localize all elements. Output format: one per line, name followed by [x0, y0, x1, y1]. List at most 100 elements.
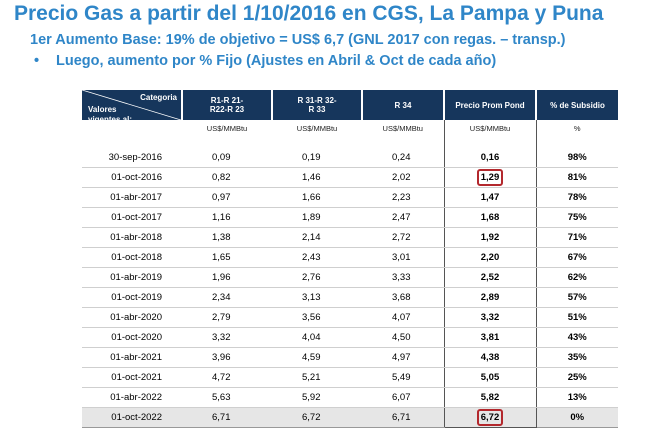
unit-label: US$/MMBtu: [382, 124, 423, 133]
table-row: 01-abr-2020 2,79 3,56 4,07 3,32 51%: [82, 307, 618, 328]
table-row: 01-oct-2017 1,16 1,89 2,47 1,68 75%: [82, 207, 618, 228]
date-cell: 01-abr-2017: [82, 187, 182, 208]
precio-prom-cell: 5,05: [443, 367, 537, 388]
r1-r23-cell: 0,97: [182, 187, 272, 208]
r31-r33-cell: 4,04: [272, 327, 362, 348]
table-row: 01-abr-2018 1,38 2,14 2,72 1,92 71%: [82, 227, 618, 248]
precio-prom-cell: 2,20: [443, 247, 537, 268]
table-row: 01-oct-2019 2,34 3,13 3,68 2,89 57%: [82, 287, 618, 308]
table-row: 01-abr-2017 0,97 1,66 2,23 1,47 78%: [82, 187, 618, 208]
subsidio-cell: 75%: [536, 207, 618, 228]
precio-prom-cell: 6,72: [443, 407, 537, 428]
table-row: 01-oct-2020 3,32 4,04 4,50 3,81 43%: [82, 327, 618, 348]
r1-r23-cell: 0,82: [182, 167, 272, 188]
precio-prom-cell: 3,32: [443, 307, 537, 328]
r34-cell: 3,01: [362, 247, 444, 268]
date-cell: 01-abr-2018: [82, 227, 182, 248]
r1-r23-cell: 1,38: [182, 227, 272, 248]
r31-r33-cell: 1,46: [272, 167, 362, 188]
r1-r23-cell: 6,71: [182, 407, 272, 428]
header-r1-r23: R1-R 21- R22-R 23: [181, 90, 272, 120]
bullet-text: Luego, aumento por % Fijo (Ajustes en Ab…: [56, 53, 497, 69]
precio-prom-cell: 3,81: [443, 327, 537, 348]
subsidio-cell: 71%: [536, 227, 618, 248]
precio-prom-cell: 1,92: [443, 227, 537, 248]
header-precio-prom-pond: Precio Prom Pond: [443, 90, 536, 120]
table-row: 01-oct-2022 6,71 6,72 6,71 6,72 0%: [82, 407, 618, 428]
table-row: 01-abr-2021 3,96 4,59 4,97 4,38 35%: [82, 347, 618, 368]
subsidio-cell: 35%: [536, 347, 618, 368]
r31-r33-cell: 5,21: [272, 367, 362, 388]
precio-prom-cell: 1,29: [443, 167, 537, 188]
r1-r23-cell: 0,09: [182, 148, 272, 168]
table-header-row: Categoria Valores vigentes al: R1-R 21- R2…: [82, 90, 618, 124]
r34-cell: 5,49: [362, 367, 444, 388]
header-subsidio: % de Subsidio: [535, 90, 618, 120]
price-table: Categoria Valores vigentes al: R1-R 21- R2…: [82, 90, 618, 428]
highlighted-value: 1,29: [476, 169, 504, 186]
date-cell: 01-abr-2021: [82, 347, 182, 368]
date-cell: 01-oct-2016: [82, 167, 182, 188]
r34-cell: 2,02: [362, 167, 444, 188]
r31-r33-cell: 1,89: [272, 207, 362, 228]
r1-r23-cell: 1,65: [182, 247, 272, 268]
subsidio-cell: 25%: [536, 367, 618, 388]
subtitle: 1er Aumento Base: 19% de objetivo = US$ …: [30, 32, 566, 48]
subsidio-cell: 62%: [536, 267, 618, 288]
subsidio-cell: 98%: [536, 148, 618, 168]
header-r31-r33: R 31-R 32- R 33: [271, 90, 362, 120]
header-categoria: Categoria: [140, 93, 177, 102]
r1-r23-cell: 1,96: [182, 267, 272, 288]
r34-cell: 6,71: [362, 407, 444, 428]
table-row: 01-abr-2022 5,63 5,92 6,07 5,82 13%: [82, 387, 618, 408]
r34-cell: 4,07: [362, 307, 444, 328]
unit-label: US$/MMBtu: [296, 124, 338, 133]
r34-cell: 2,23: [362, 187, 444, 208]
date-cell: 01-oct-2017: [82, 207, 182, 228]
page-title: Precio Gas a partir del 1/10/2016 en CGS…: [14, 2, 604, 25]
r34-cell: 3,68: [362, 287, 444, 308]
r31-r33-cell: 2,14: [272, 227, 362, 248]
precio-prom-cell: 4,38: [443, 347, 537, 368]
date-cell: 01-oct-2018: [82, 247, 182, 268]
precio-prom-cell: 1,68: [443, 207, 537, 228]
r34-cell: 4,50: [362, 327, 444, 348]
date-cell: 01-oct-2022: [82, 407, 182, 428]
date-cell: 01-oct-2020: [82, 327, 182, 348]
diagonal-divider: [82, 90, 181, 120]
r34-cell: 6,07: [362, 387, 444, 408]
r34-cell: 0,24: [362, 148, 444, 168]
unit-label: %: [573, 124, 581, 133]
subsidio-cell: 51%: [536, 307, 618, 328]
date-cell: 01-abr-2019: [82, 267, 182, 288]
r34-cell: 2,47: [362, 207, 444, 228]
r34-cell: 4,97: [362, 347, 444, 368]
precio-prom-cell: 2,52: [443, 267, 537, 288]
r31-r33-cell: 1,66: [272, 187, 362, 208]
r1-r23-cell: 3,96: [182, 347, 272, 368]
r31-r33-cell: 2,43: [272, 247, 362, 268]
table-row: 01-abr-2019 1,96 2,76 3,33 2,52 62%: [82, 267, 618, 288]
date-cell: 30-sep-2016: [82, 148, 182, 168]
header-categoria-valores: Categoria Valores vigentes al:: [82, 90, 182, 124]
r1-r23-cell: 3,32: [182, 327, 272, 348]
table-row: 01-oct-2021 4,72 5,21 5,49 5,05 25%: [82, 367, 618, 388]
precio-prom-cell: 2,89: [443, 287, 537, 308]
r1-r23-cell: 4,72: [182, 367, 272, 388]
r34-cell: 2,72: [362, 227, 444, 248]
date-cell: 01-oct-2019: [82, 287, 182, 308]
r31-r33-cell: 4,59: [272, 347, 362, 368]
precio-prom-cell: 1,47: [443, 187, 537, 208]
subsidio-cell: 67%: [536, 247, 618, 268]
units-row: US$/MMBtu US$/MMBtu US$/MMBtu US$/MMBtu …: [82, 120, 618, 137]
bullet-marker: •: [34, 53, 40, 69]
r34-cell: 3,33: [362, 267, 444, 288]
r1-r23-cell: 2,34: [182, 287, 272, 308]
header-valores: Valores vigentes al:: [88, 105, 133, 124]
date-cell: 01-oct-2021: [82, 367, 182, 388]
subsidio-cell: 43%: [536, 327, 618, 348]
unit-label: US$/MMBtu: [206, 124, 248, 133]
date-cell: 01-abr-2022: [82, 387, 182, 408]
subsidio-cell: 81%: [536, 167, 618, 188]
r1-r23-cell: 1,16: [182, 207, 272, 228]
